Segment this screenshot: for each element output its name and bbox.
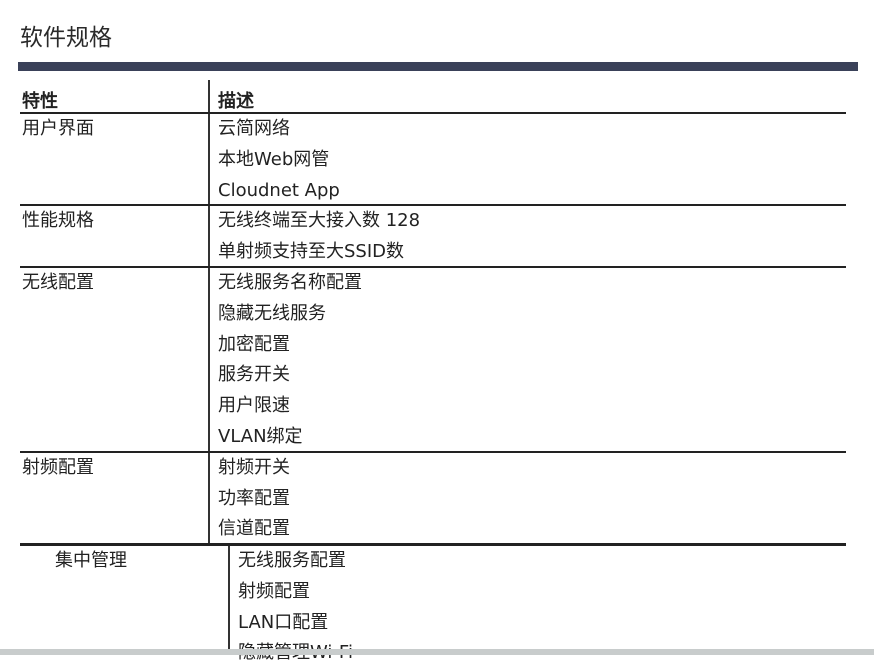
row-rule bbox=[20, 543, 846, 547]
description-item: 单射频支持至大SSID数 bbox=[218, 241, 405, 263]
description-item: 信道配置 bbox=[218, 518, 290, 540]
description-item: 隐藏无线服务 bbox=[218, 302, 326, 324]
description-item: 本地Web网管 bbox=[218, 148, 330, 170]
feature-cell: 射频配置 bbox=[22, 456, 94, 478]
description-item: LAN口配置 bbox=[238, 611, 329, 633]
row-rule bbox=[20, 204, 846, 207]
feature-cell: 无线配置 bbox=[22, 272, 94, 293]
description-item: 无线服务配置 bbox=[238, 550, 346, 571]
header-description: 描述 bbox=[218, 91, 254, 112]
description-item: 射频开关 bbox=[218, 456, 290, 478]
description-item: 功率配置 bbox=[218, 487, 290, 509]
header-rule bbox=[20, 112, 846, 114]
description-item: 无线服务名称配置 bbox=[218, 272, 362, 293]
column-divider bbox=[208, 80, 210, 543]
row-rule bbox=[20, 266, 846, 268]
bottom-edge bbox=[0, 649, 874, 655]
feature-cell: 性能规格 bbox=[22, 210, 94, 232]
description-item: 用户限速 bbox=[218, 395, 290, 417]
description-item: 无线终端至大接入数 128 bbox=[218, 210, 421, 232]
row-rule bbox=[20, 450, 846, 453]
header-feature: 特性 bbox=[22, 91, 58, 112]
page-title: 软件规格 bbox=[20, 25, 112, 51]
description-item: Cloudnet App bbox=[218, 179, 340, 201]
title-bar-divider bbox=[18, 62, 858, 71]
description-item: VLAN绑定 bbox=[218, 426, 303, 447]
description-item: 射频配置 bbox=[238, 580, 310, 602]
description-item: 服务开关 bbox=[218, 364, 290, 386]
column-divider bbox=[228, 543, 230, 655]
feature-cell: 用户界面 bbox=[22, 118, 94, 139]
description-item: 云简网络 bbox=[218, 118, 290, 139]
feature-cell: 集中管理 bbox=[55, 550, 127, 571]
description-item: 加密配置 bbox=[218, 333, 290, 355]
